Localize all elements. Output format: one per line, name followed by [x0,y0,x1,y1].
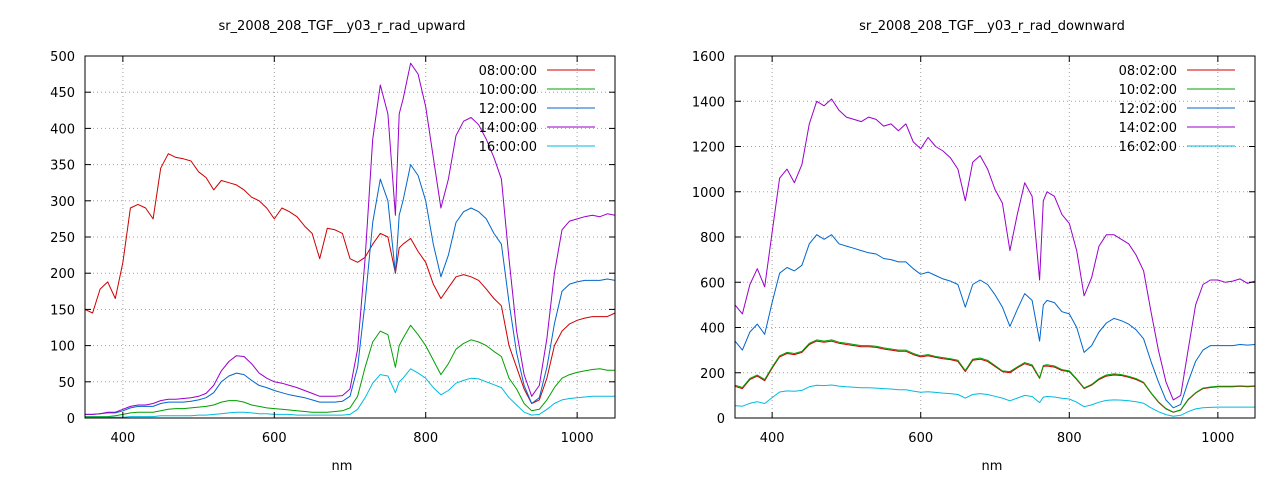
x-axis-label: nm [332,459,353,474]
legend-label-2: 12:02:00 [1119,102,1177,117]
downward-radiance-chart: 400 600 800 1000 0 200 400 600 800 1000 1200 1400 16… [692,19,1256,474]
y-tick-label: 1000 [692,186,725,201]
y-tick-label: 800 [700,231,725,246]
x-tick-label: 600 [908,431,933,446]
series-line-0 [734,340,1256,413]
y-tick-label: 100 [50,340,75,355]
y-tick-label: 1600 [692,50,725,65]
y-tick-label: 200 [700,367,725,382]
series-line-2 [85,164,616,415]
series-line-4 [85,368,615,418]
y-tick-label: 200 [50,267,75,282]
legend-label-1: 10:00:00 [479,83,537,98]
y-tick-label: 0 [717,412,725,427]
y-tick-label: 0 [67,412,75,427]
y-tick-label: 250 [50,231,75,246]
y-tick-label: 1200 [692,141,725,156]
x-axis-label: nm [982,459,1003,474]
legend-label-1: 10:02:00 [1119,83,1177,98]
chart-title: sr_2008_208_TGF__y03_r_rad_upward [218,19,465,34]
y-tick-label: 1400 [692,95,725,110]
legend-label-3: 14:00:00 [479,121,537,136]
legend-label-0: 08:02:00 [1119,64,1177,79]
x-tick-label: 400 [110,431,135,446]
x-tick-label: 1000 [1201,431,1234,446]
y-tick-label: 300 [50,195,75,210]
x-tick-label: 400 [760,431,785,446]
y-tick-label: 400 [700,322,725,337]
series-line-0 [84,153,616,404]
legend-label-4: 16:00:00 [479,140,537,155]
series-line-3 [85,62,616,415]
upward-radiance-chart: 400 600 800 1000 0 50 100 150 200 250 300 350 400 450… [50,19,616,474]
y-tick-label: 350 [50,159,75,174]
y-tick-label: 500 [50,50,75,65]
legend-label-3: 14:02:00 [1119,121,1177,136]
x-tick-label: 600 [262,431,287,446]
series-line-3 [734,98,1256,401]
legend-label-4: 16:02:00 [1119,140,1177,155]
x-tick-label: 800 [1057,431,1082,446]
x-tick-label: 1000 [561,431,594,446]
series-line-1 [734,339,1256,413]
y-tick-label: 50 [58,376,75,391]
y-tick-label: 150 [50,303,75,318]
series-line-4 [734,384,1255,417]
y-tick-label: 600 [700,276,725,291]
legend-label-0: 08:00:00 [479,64,537,79]
series-line-1 [85,324,615,418]
x-tick-label: 800 [413,431,438,446]
y-tick-label: 450 [50,86,75,101]
series-line-2 [734,234,1256,409]
chart-title: sr_2008_208_TGF__y03_r_rad_downward [859,19,1125,34]
legend-label-2: 12:00:00 [479,102,537,117]
y-tick-label: 400 [50,122,75,137]
